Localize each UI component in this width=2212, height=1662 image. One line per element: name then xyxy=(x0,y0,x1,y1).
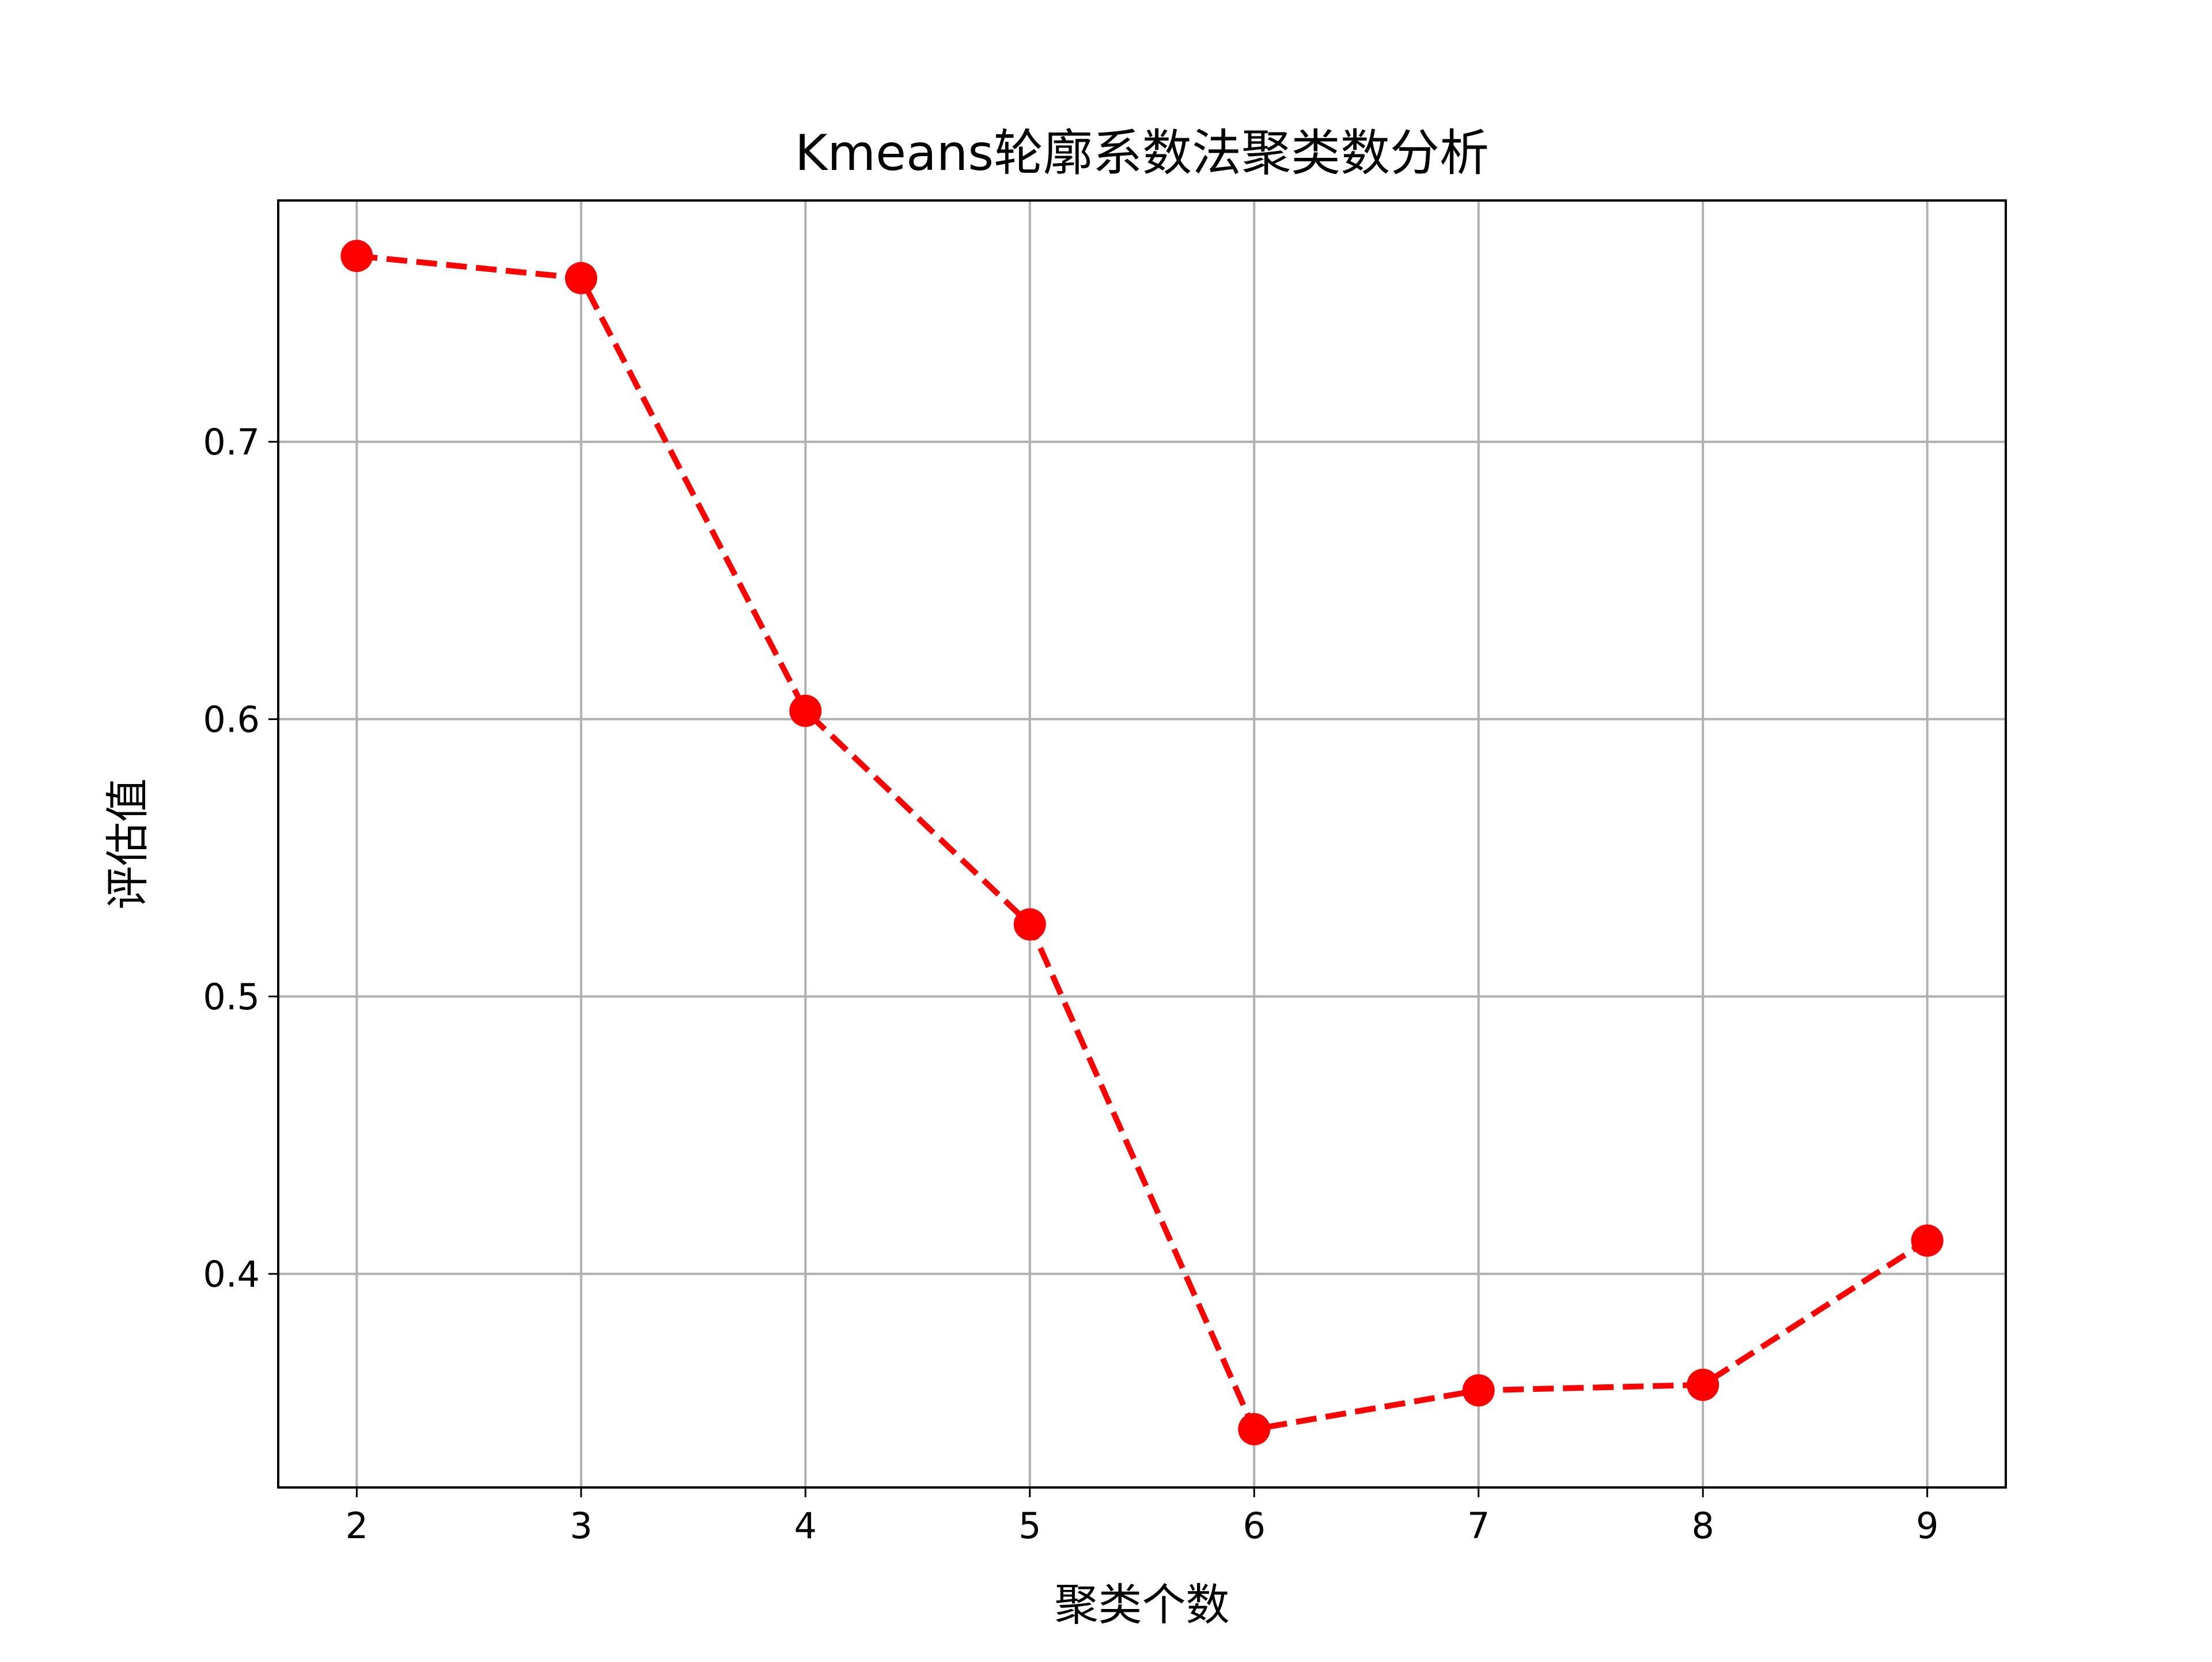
data-point xyxy=(565,262,597,294)
data-point xyxy=(1238,1413,1271,1445)
y-tick-label: 0.7 xyxy=(203,421,260,463)
x-tick-label: 4 xyxy=(794,1505,817,1547)
y-tick-label: 0.6 xyxy=(203,698,260,740)
x-tick-label: 5 xyxy=(1018,1505,1041,1547)
plot-frame xyxy=(277,199,2007,1489)
data-point xyxy=(1462,1374,1495,1407)
x-tick-label: 7 xyxy=(1467,1505,1490,1547)
data-point xyxy=(789,694,822,727)
data-point xyxy=(1013,908,1046,941)
x-tick-label: 3 xyxy=(570,1505,592,1547)
series-path xyxy=(356,253,1929,1432)
x-axis-label: 聚类个数 xyxy=(1055,1579,1230,1630)
data-point xyxy=(1911,1224,1944,1257)
x-tick-label: 2 xyxy=(346,1505,368,1547)
x-axis-ticks: 2 3 4 5 6 7 8 9 xyxy=(346,1487,1938,1547)
x-tick-label: 9 xyxy=(1916,1505,1938,1547)
y-axis-ticks: 0.4 0.5 0.6 0.7 xyxy=(203,421,278,1295)
chart-title: Kmeans轮廓系数法聚类数分析 xyxy=(795,124,1489,182)
grid-lines xyxy=(278,200,2006,1487)
x-tick-label: 6 xyxy=(1243,1505,1266,1547)
data-point xyxy=(1687,1368,1719,1401)
data-point xyxy=(340,240,373,272)
y-axis-label: 评估值 xyxy=(102,778,153,910)
y-tick-label: 0.5 xyxy=(203,976,260,1018)
y-tick-label: 0.4 xyxy=(203,1253,260,1295)
x-tick-label: 8 xyxy=(1691,1505,1714,1547)
series-line xyxy=(340,240,1944,1445)
